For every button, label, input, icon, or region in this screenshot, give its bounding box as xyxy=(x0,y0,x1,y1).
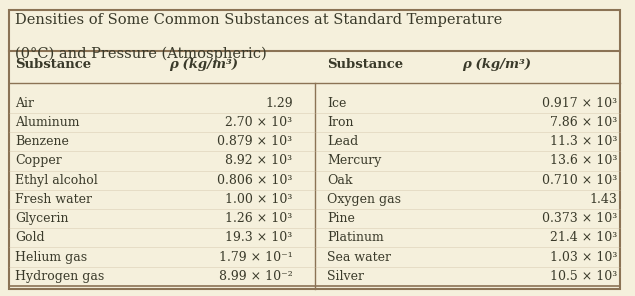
Text: 0.373 × 10³: 0.373 × 10³ xyxy=(542,212,617,225)
Text: 1.03 × 10³: 1.03 × 10³ xyxy=(550,250,617,263)
Text: Densities of Some Common Substances at Standard Temperature: Densities of Some Common Substances at S… xyxy=(15,13,502,27)
Text: Ethyl alcohol: Ethyl alcohol xyxy=(15,174,98,187)
Text: 13.6 × 10³: 13.6 × 10³ xyxy=(550,155,617,168)
Text: (0°C) and Pressure (Atmospheric): (0°C) and Pressure (Atmospheric) xyxy=(15,47,267,61)
Text: Mercury: Mercury xyxy=(327,155,382,168)
Text: Benzene: Benzene xyxy=(15,135,69,148)
Text: 0.879 × 10³: 0.879 × 10³ xyxy=(217,135,293,148)
Text: Ice: Ice xyxy=(327,97,347,110)
Text: Fresh water: Fresh water xyxy=(15,193,92,206)
Text: Silver: Silver xyxy=(327,270,364,283)
Text: Platinum: Platinum xyxy=(327,231,384,244)
Text: Substance: Substance xyxy=(327,58,403,71)
Text: 7.86 × 10³: 7.86 × 10³ xyxy=(550,116,617,129)
Text: Sea water: Sea water xyxy=(327,250,391,263)
Text: 0.710 × 10³: 0.710 × 10³ xyxy=(542,174,617,187)
Text: 1.43: 1.43 xyxy=(589,193,617,206)
Text: 19.3 × 10³: 19.3 × 10³ xyxy=(225,231,293,244)
Text: Glycerin: Glycerin xyxy=(15,212,69,225)
Text: 8.99 × 10⁻²: 8.99 × 10⁻² xyxy=(219,270,293,283)
Text: Helium gas: Helium gas xyxy=(15,250,87,263)
Text: 1.00 × 10³: 1.00 × 10³ xyxy=(225,193,293,206)
Text: 1.79 × 10⁻¹: 1.79 × 10⁻¹ xyxy=(219,250,293,263)
Text: 21.4 × 10³: 21.4 × 10³ xyxy=(550,231,617,244)
Text: 1.29: 1.29 xyxy=(265,97,293,110)
Text: Pine: Pine xyxy=(327,212,355,225)
Text: 0.806 × 10³: 0.806 × 10³ xyxy=(217,174,293,187)
Text: ρ (kg/m³): ρ (kg/m³) xyxy=(170,58,239,71)
Text: Copper: Copper xyxy=(15,155,62,168)
Text: 8.92 × 10³: 8.92 × 10³ xyxy=(225,155,293,168)
Text: Hydrogen gas: Hydrogen gas xyxy=(15,270,104,283)
Text: 1.26 × 10³: 1.26 × 10³ xyxy=(225,212,293,225)
Text: Substance: Substance xyxy=(15,58,91,71)
Text: Oxygen gas: Oxygen gas xyxy=(327,193,401,206)
Text: Air: Air xyxy=(15,97,34,110)
Text: Iron: Iron xyxy=(327,116,354,129)
Text: 11.3 × 10³: 11.3 × 10³ xyxy=(550,135,617,148)
Text: 10.5 × 10³: 10.5 × 10³ xyxy=(550,270,617,283)
Text: Lead: Lead xyxy=(327,135,358,148)
Text: ρ (kg/m³): ρ (kg/m³) xyxy=(462,58,531,71)
Text: 0.917 × 10³: 0.917 × 10³ xyxy=(542,97,617,110)
Text: 2.70 × 10³: 2.70 × 10³ xyxy=(225,116,293,129)
Text: Aluminum: Aluminum xyxy=(15,116,79,129)
Text: Gold: Gold xyxy=(15,231,45,244)
Text: Oak: Oak xyxy=(327,174,352,187)
